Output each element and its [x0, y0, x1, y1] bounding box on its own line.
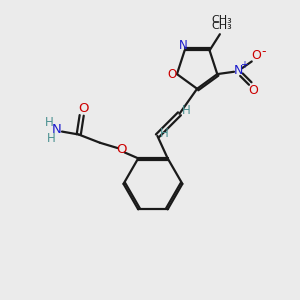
Text: N: N — [52, 123, 61, 136]
Text: O: O — [251, 49, 261, 62]
Text: +: + — [240, 60, 248, 70]
Text: H: H — [160, 127, 168, 140]
Text: O: O — [116, 143, 126, 156]
Text: H: H — [47, 132, 56, 145]
Text: -: - — [261, 46, 266, 59]
Text: O: O — [78, 102, 88, 116]
Text: O: O — [248, 83, 258, 97]
Text: O: O — [167, 68, 176, 81]
Text: CH₃: CH₃ — [211, 21, 232, 31]
Text: N: N — [179, 40, 188, 52]
Text: H: H — [45, 116, 54, 129]
Text: H: H — [182, 104, 190, 117]
Text: CH₃: CH₃ — [211, 15, 232, 26]
Text: N: N — [234, 64, 243, 77]
